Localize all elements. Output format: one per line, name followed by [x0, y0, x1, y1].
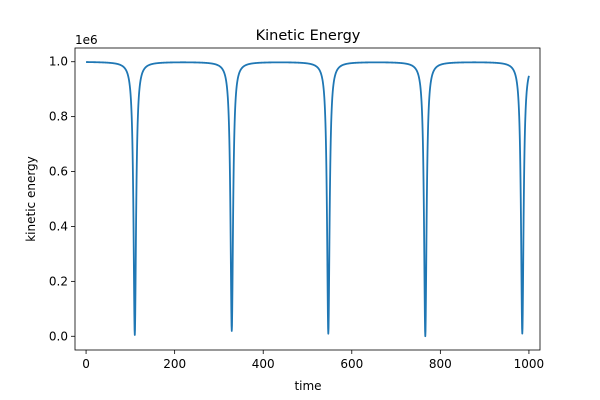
- y-tick-label: 0.2: [49, 274, 68, 288]
- x-axis-ticks: 0 200 400 600 800 1000: [82, 350, 544, 371]
- kinetic-energy-series-line: [85, 61, 530, 338]
- y-tick-label: 1.0: [49, 55, 68, 69]
- axes-frame: [74, 47, 541, 351]
- x-tick-label: 1000: [514, 357, 545, 371]
- chart-title: Kinetic Energy: [256, 28, 361, 44]
- y-tick-label: 0.6: [49, 165, 68, 179]
- y-tick-label: 0.8: [49, 110, 68, 124]
- x-tick-label: 400: [252, 357, 275, 371]
- y-tick-label: 0.0: [49, 329, 68, 343]
- y-axis-ticks: 0.0 0.2 0.4 0.6 0.8 1.0: [49, 55, 75, 343]
- x-tick-label: 200: [163, 357, 186, 371]
- series-line-group: [85, 61, 530, 338]
- x-tick-label: 800: [429, 357, 452, 371]
- y-tick-label: 0.4: [49, 219, 68, 233]
- x-axis-label: time: [294, 379, 321, 393]
- y-axis-label: kinetic energy: [24, 156, 38, 242]
- x-tick-label: 600: [340, 357, 363, 371]
- y-offset-label: 1e6: [75, 33, 98, 47]
- x-tick-label: 0: [82, 357, 90, 371]
